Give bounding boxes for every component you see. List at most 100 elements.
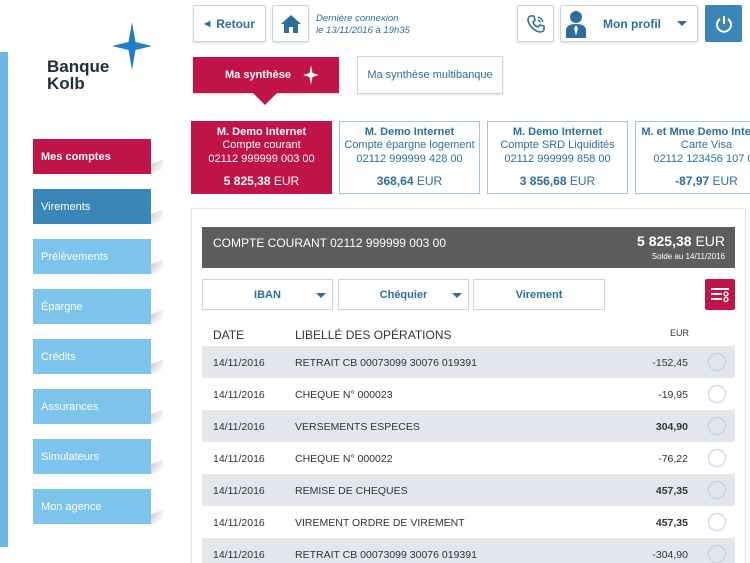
account-balance: 368,64 EUR (340, 174, 479, 188)
active-tab-pointer (253, 93, 277, 105)
sidebar-item-label: Simulateurs (41, 450, 100, 463)
chevron-down-icon (676, 21, 687, 26)
sidebar-item-label: Crédits (41, 350, 76, 363)
operation-label: VIREMENT ORDRE DE VIREMENT (295, 517, 465, 529)
sidebar-item-credits[interactable]: Crédits (33, 339, 151, 374)
table-row[interactable]: 14/11/2016 CHEQUE N° 000023 -19,95 (202, 378, 735, 410)
account-type: Compte épargne logement (344, 139, 475, 151)
operation-label: CHEQUE N° 000023 (295, 389, 393, 401)
table-row[interactable]: 14/11/2016 RETRAIT CB 00073099 30076 019… (202, 538, 735, 563)
profile-label: Mon profil (603, 16, 661, 31)
account-currency: EUR (273, 174, 300, 188)
operation-amount: -304,90 (652, 549, 688, 561)
home-button[interactable] (272, 5, 309, 42)
iban-dropdown-label: IBAN (254, 288, 281, 301)
tab-ma-synthese-label: Ma synthèse (225, 69, 292, 81)
sidebar-item-label: Assurances (41, 400, 99, 413)
account-holder: M. Demo Internet (216, 126, 307, 138)
account-amount: -87,97 (675, 174, 710, 188)
bank-name: Banque Kolb (47, 58, 109, 92)
account-currency: EUR (569, 174, 596, 188)
back-button[interactable]: ◀ Retour (193, 5, 266, 42)
operation-select-radio[interactable] (708, 545, 726, 563)
star-logo-icon (112, 22, 152, 70)
operation-select-radio[interactable] (708, 353, 726, 371)
account-card-carte-visa[interactable]: M. et Mme Demo Internet Carte Visa 02112… (635, 121, 750, 194)
operation-select-radio[interactable] (708, 385, 726, 403)
sidebar-item-label: Mes comptes (41, 150, 111, 163)
user-avatar-icon (566, 10, 586, 38)
account-amount: 5 825,38 (223, 174, 271, 188)
power-icon (715, 15, 732, 33)
table-row[interactable]: 14/11/2016 VIREMENT ORDRE DE VIREMENT 45… (202, 506, 735, 538)
operation-date: 14/11/2016 (213, 389, 265, 401)
sidebar-item-mon-agence[interactable]: Mon agence (33, 489, 151, 524)
operation-label: CHEQUE N° 000022 (295, 453, 393, 465)
account-balance: 5 825,38 EUR (192, 174, 331, 188)
account-type: Compte courant (222, 139, 301, 151)
account-detail-title: COMPTE COURANT 02112 999999 003 00 (213, 236, 447, 250)
account-detail-amount: 5 825,38 (637, 233, 692, 249)
chevron-left-icon: ◀ (204, 19, 211, 28)
account-detail-currency: EUR (695, 233, 725, 249)
sidebar-item-virements[interactable]: Virements (33, 189, 151, 224)
call-button[interactable] (517, 5, 554, 42)
chequier-dropdown-label: Chéquier (379, 288, 428, 301)
operation-select-radio[interactable] (708, 449, 726, 467)
profile-menu-button[interactable]: Mon profil (560, 5, 698, 42)
account-amount: 3 856,68 (519, 174, 567, 188)
table-row[interactable]: 14/11/2016 CHEQUE N° 000022 -76,22 (202, 442, 735, 474)
tab-ma-synthese[interactable]: Ma synthèse (193, 57, 339, 93)
operation-amount: 457,35 (655, 485, 688, 497)
back-button-label: Retour (216, 16, 255, 31)
chequier-dropdown[interactable]: Chéquier (338, 279, 469, 310)
operations-list: 14/11/2016 RETRAIT CB 00073099 30076 019… (202, 346, 735, 563)
sidebar-item-simulateurs[interactable]: Simulateurs (33, 439, 151, 474)
table-row[interactable]: 14/11/2016 RETRAIT CB 00073099 30076 019… (202, 346, 735, 378)
account-type: Carte Visa (680, 139, 733, 151)
virement-button[interactable]: Virement (473, 279, 605, 310)
operation-amount: -19,95 (658, 389, 688, 401)
account-detail-balance-date: Solde au 14/11/2016 (651, 252, 725, 261)
operation-select-radio[interactable] (708, 417, 726, 435)
account-number: 02112 999999 003 00 (208, 153, 315, 165)
operation-date: 14/11/2016 (213, 485, 265, 497)
bank-logo[interactable]: Banque Kolb (47, 22, 157, 97)
sidebar-item-mes-comptes[interactable]: Mes comptes (33, 139, 151, 174)
account-detail-header: COMPTE COURANT 02112 999999 003 00 5 825… (202, 227, 735, 268)
operation-amount: -152,45 (652, 357, 688, 369)
account-type: Compte SRD Liquidités (500, 139, 615, 151)
operation-label: RETRAIT CB 00073099 30076 019391 (295, 357, 477, 369)
sidebar-item-label: Épargne (41, 300, 83, 313)
operation-select-radio[interactable] (708, 481, 726, 499)
account-card-srd-liquidites[interactable]: M. Demo Internet Compte SRD Liquidités 0… (487, 121, 628, 194)
sidebar-item-prelevements[interactable]: Prélèvements (33, 239, 151, 274)
account-holder: M. et Mme Demo Internet (641, 126, 750, 138)
account-card-content: M. et Mme Demo Internet Carte Visa 02112… (636, 126, 750, 166)
account-card-epargne-logement[interactable]: M. Demo Internet Compte épargne logement… (339, 121, 480, 194)
tab-multibanque-label: Ma synthèse multibanque (367, 69, 493, 81)
account-holder: M. Demo Internet (364, 126, 455, 138)
account-detail-balance: 5 825,38 EUR (637, 233, 725, 249)
sidebar-item-epargne[interactable]: Épargne (33, 289, 151, 324)
table-row[interactable]: 14/11/2016 REMISE DE CHEQUES 457,35 (202, 474, 735, 506)
operation-select-radio[interactable] (708, 513, 726, 531)
table-row[interactable]: 14/11/2016 VERSEMENTS ESPECES 304,90 (202, 410, 735, 442)
logout-button[interactable] (705, 5, 742, 42)
virement-button-label: Virement (515, 288, 563, 301)
list-options-button[interactable] (705, 279, 735, 310)
operation-amount: 304,90 (655, 421, 688, 433)
operation-date: 14/11/2016 (213, 357, 265, 369)
chevron-down-icon (452, 293, 462, 298)
operation-label: REMISE DE CHEQUES (295, 485, 408, 497)
account-balance: 3 856,68 EUR (488, 174, 627, 188)
last-login-info: Dernière connexion le 13/11/2016 à 19h35 (316, 13, 410, 37)
column-header-date: DATE (213, 328, 245, 342)
account-card-courant[interactable]: M. Demo Internet Compte courant 02112 99… (191, 121, 332, 194)
iban-dropdown[interactable]: IBAN (202, 279, 333, 310)
account-number: 02112 999999 428 00 (356, 153, 463, 165)
sidebar-item-assurances[interactable]: Assurances (33, 389, 151, 424)
tab-ma-synthese-multibanque[interactable]: Ma synthèse multibanque (357, 56, 503, 94)
operation-amount: -76,22 (658, 453, 688, 465)
sidebar-item-label: Virements (41, 200, 91, 213)
